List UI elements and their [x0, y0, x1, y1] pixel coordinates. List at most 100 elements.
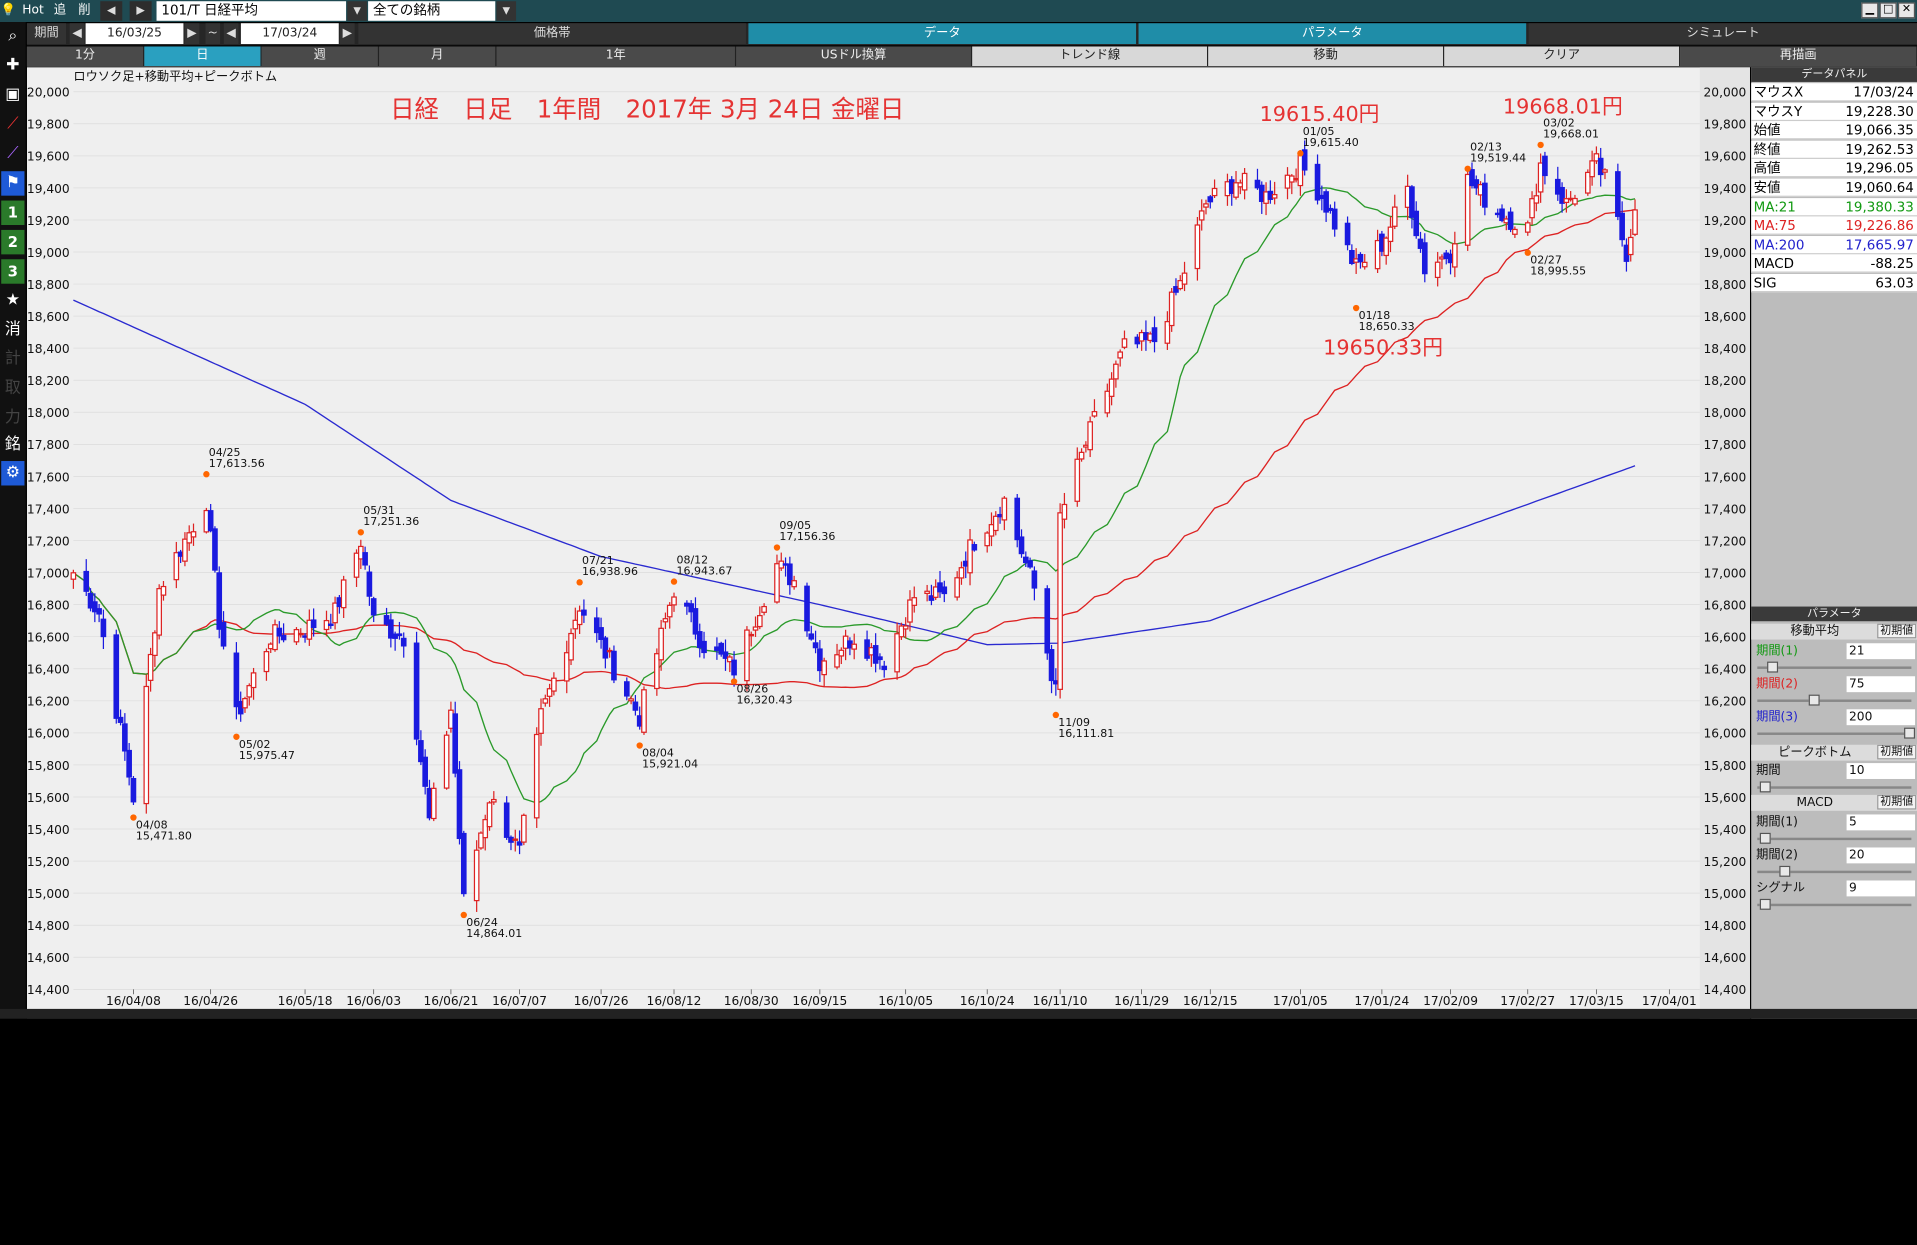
ma-period1-slider[interactable] [1757, 666, 1912, 669]
maximize-icon[interactable]: □ [1879, 2, 1897, 19]
search-icon[interactable]: ⌕ [8, 26, 18, 46]
ma-reset-button[interactable]: 初期値 [1877, 623, 1917, 639]
candle-body [70, 572, 77, 580]
timeframe-day[interactable]: 日 [144, 46, 262, 67]
macd-signal-knob[interactable] [1759, 898, 1771, 910]
from-prev-icon[interactable]: ◀ [69, 23, 85, 45]
peakbottom-period-input[interactable]: 10 [1846, 763, 1916, 779]
indicator-chart-icon[interactable]: ⟋ [7, 144, 19, 163]
universe-dropdown-icon[interactable]: ▼ [496, 1, 517, 21]
ma-period3-slider[interactable] [1757, 732, 1912, 735]
ma-period2-slider[interactable] [1757, 699, 1912, 702]
minimize-icon[interactable]: ▁ [1861, 2, 1879, 19]
candle-body [851, 643, 858, 650]
prev-symbol-icon[interactable]: ◀ [100, 1, 123, 21]
power-button[interactable]: 力 [4, 408, 21, 427]
candle-body [400, 637, 407, 647]
ma21-line [72, 187, 1636, 804]
tab-data[interactable]: データ [748, 23, 1137, 45]
line-chart-icon[interactable]: ⟋ [7, 114, 19, 134]
candle-body [1031, 570, 1038, 589]
slot-1-button[interactable]: 1 [1, 200, 25, 226]
trade-button[interactable]: 取 [4, 379, 21, 398]
overview-strip[interactable] [0, 1008, 1917, 1019]
timeframe-month[interactable]: 月 [379, 46, 497, 67]
candle-body [212, 528, 218, 571]
panel-row-value: 19,262.53 [1845, 141, 1914, 158]
peakbottom-knob[interactable] [1759, 781, 1771, 793]
peak-marker [730, 678, 738, 685]
candle-body [1391, 206, 1398, 227]
candle-body [113, 634, 120, 719]
candle-body [1452, 243, 1458, 268]
from-date-field[interactable]: 16/03/25 [85, 23, 184, 45]
star-icon[interactable]: ★ [5, 291, 20, 310]
ma-period3-input[interactable]: 200 [1846, 709, 1916, 726]
clear-button[interactable]: クリア [1444, 46, 1681, 67]
peakbottom-period-label: 期間 [1756, 764, 1781, 778]
peakbottom-slider[interactable] [1757, 786, 1912, 789]
macd-period2-input[interactable]: 20 [1846, 847, 1916, 864]
camera-icon[interactable]: ▣ [5, 85, 21, 104]
macd-reset-button[interactable]: 初期値 [1877, 794, 1917, 810]
tab-parameters[interactable]: パラメータ [1138, 23, 1527, 45]
crosshair-icon[interactable]: ✚ [6, 56, 20, 75]
from-next-icon[interactable]: ▶ [184, 23, 200, 45]
close-icon[interactable]: ✕ [1897, 2, 1916, 19]
bulb-icon[interactable]: 💡 [0, 3, 17, 18]
delete-button[interactable]: 削 [78, 3, 91, 18]
panel-row-key: 高値 [1753, 160, 1781, 177]
redraw-button[interactable]: 再描画 [1680, 46, 1917, 67]
ma-period2-input[interactable]: 75 [1846, 676, 1916, 693]
hot-button[interactable]: Hot [22, 3, 44, 18]
tab-price-band[interactable]: 価格帯 [358, 23, 746, 45]
to-date-field[interactable]: 17/03/24 [240, 23, 339, 45]
symbol-dropdown-icon[interactable]: ▼ [347, 1, 367, 21]
candle-body [602, 637, 609, 659]
move-button[interactable]: 移動 [1208, 46, 1445, 67]
stock-button[interactable]: 銘 [4, 435, 21, 454]
candle-body [1572, 197, 1578, 205]
panel-row-value: 63.03 [1875, 275, 1914, 292]
flag-icon[interactable]: ⚑ [1, 171, 25, 196]
slot-3-button[interactable]: 3 [1, 259, 25, 284]
ma-period2-knob[interactable] [1808, 694, 1820, 706]
ma-period1-label: 期間(1) [1756, 644, 1798, 658]
macd-period1-knob[interactable] [1759, 832, 1771, 844]
ma-period1-input[interactable]: 21 [1846, 643, 1916, 660]
macd-signal-input[interactable]: 9 [1846, 880, 1916, 897]
trendline-button[interactable]: トレンド線 [972, 46, 1209, 67]
candle-body [1027, 560, 1033, 568]
timeframe-1min[interactable]: 1分 [26, 46, 145, 67]
candle-body [482, 819, 489, 839]
price-chart[interactable]: 20,000 20,000 19,800 19,800 19,600 19,600 19,4… [26, 67, 1750, 1019]
y-tick-label: 15,400 [27, 823, 70, 837]
slot-2-button[interactable]: 2 [1, 229, 25, 255]
next-symbol-icon[interactable]: ▶ [129, 1, 152, 21]
ma-period3-knob[interactable] [1904, 727, 1916, 739]
to-prev-icon[interactable]: ◀ [223, 23, 239, 45]
tab-simulate[interactable]: シミュレート [1528, 23, 1917, 45]
erase-button[interactable]: 消 [4, 320, 21, 339]
macd-period2-slider[interactable] [1757, 870, 1912, 874]
timeframe-week[interactable]: 週 [261, 46, 380, 67]
candle-body [872, 645, 879, 664]
macd-period2-knob[interactable] [1779, 865, 1791, 877]
range-1year[interactable]: 1年 [496, 46, 737, 67]
candle-body [662, 618, 669, 623]
candle-body [641, 689, 647, 733]
universe-field[interactable]: 全ての銘柄 [368, 1, 496, 21]
macd-signal-slider[interactable] [1757, 903, 1912, 907]
to-next-icon[interactable]: ▶ [339, 23, 355, 45]
symbol-field[interactable]: 101/T 日経平均 [156, 1, 347, 21]
macd-period1-input[interactable]: 5 [1846, 814, 1916, 831]
y-tick-label: 19,000 [27, 246, 70, 260]
ma-period1-knob[interactable] [1767, 661, 1779, 673]
gear-icon[interactable]: ⚙ [1, 461, 25, 486]
candle-body [834, 654, 840, 668]
usd-convert-button[interactable]: USドル換算 [736, 46, 973, 67]
add-button[interactable]: 追 [53, 3, 67, 18]
peakbottom-reset-button[interactable]: 初期値 [1877, 744, 1917, 760]
macd-period1-slider[interactable] [1757, 837, 1912, 841]
calc-button[interactable]: 計 [4, 349, 21, 369]
